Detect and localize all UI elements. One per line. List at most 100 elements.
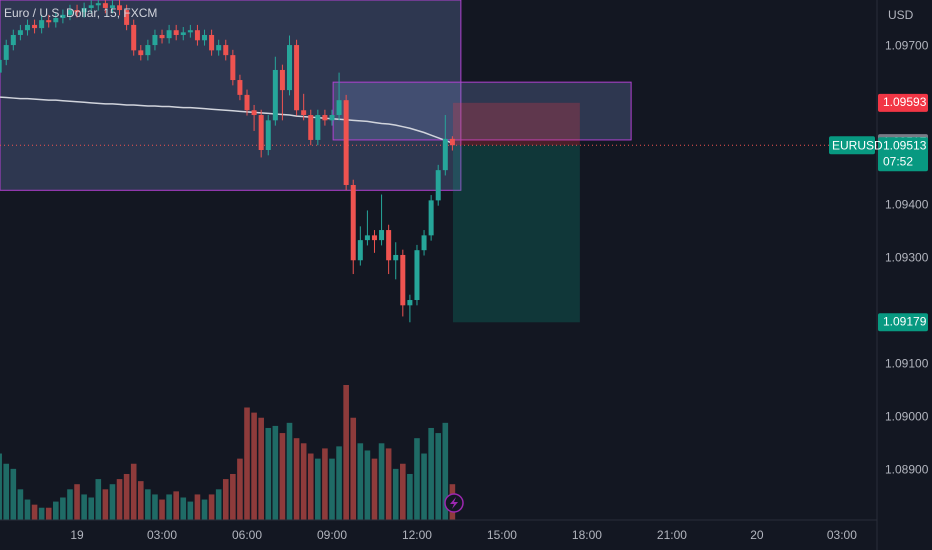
candle-body [3,45,9,60]
volume-bar [145,489,151,520]
target-label-bg [878,313,928,332]
candle-body [279,69,285,91]
candle-body [265,120,271,151]
candle-body [223,45,229,56]
target-label: 1.09179 [883,314,927,328]
y-tick-label: 1.08900 [885,462,929,476]
y-tick-label: 1.09700 [885,38,929,52]
candle-body [336,100,342,116]
candle-body [209,34,215,51]
candle-body [24,24,30,31]
candle-body [124,10,130,25]
candle-body [442,138,448,171]
volume-bar [343,385,349,520]
candle-body [0,59,2,73]
volume-bar [123,473,130,520]
candle-body [364,235,370,241]
volume-bar [265,427,272,520]
volume-bar [286,422,293,520]
volume-bar [0,453,2,520]
candle-body [166,30,172,39]
candle-body [81,7,87,13]
x-tick-label: 06:00 [232,528,262,542]
candle-body [216,45,222,51]
candle-body [39,20,45,29]
volume-bar [152,494,158,520]
volume-bar [95,479,102,520]
candle-body [407,300,413,306]
candle-body [194,30,200,41]
y-tick-label: 1.09000 [885,409,929,423]
volume-bar [357,443,364,520]
countdown: 07:52 [883,154,913,168]
y-tick-label: 1.09300 [885,250,929,264]
volume-bar [67,489,73,520]
x-tick-label: 12:00 [402,528,432,542]
stop-label-bg [878,93,928,112]
x-tick-label: 09:00 [317,528,347,542]
volume-bar [364,450,371,520]
x-tick-label: 03:00 [827,528,857,542]
candle-body [308,115,314,140]
candle-body [329,115,335,121]
candle-body [258,115,264,151]
volume-bar [251,412,257,520]
volume-bar [350,417,357,520]
volume-bar [400,463,406,520]
x-tick-label: 15:00 [487,528,517,542]
volume-bar [102,489,109,520]
volume-bar [442,422,449,520]
volume-bar [230,473,236,520]
volume-bar [208,494,215,520]
candle-body [421,235,427,251]
candle-body [131,24,137,51]
volume-bar [237,458,243,520]
volume-bar [81,494,87,520]
volume-bar [194,494,201,520]
stop-zone [452,102,580,146]
volume-bar [159,499,165,520]
drawn-rectangle [332,81,632,141]
candle-body [95,3,101,6]
volume-bar [24,499,31,520]
volume-bar [279,433,286,520]
volume-bar [130,463,137,520]
symbol-tag: EURUSD [832,138,883,152]
volume-bar [300,443,307,520]
candle-body [138,50,144,56]
volume-bar [336,446,342,520]
volume-bar [166,494,172,520]
candle-body [251,110,257,116]
volume-bar [392,468,399,520]
candle-body [301,110,307,116]
volume-bar [109,484,116,520]
volume-bar [421,453,427,520]
candle-body [17,30,23,35]
y-tick-label: 1.09100 [885,356,929,370]
candle-body [343,100,349,185]
volume-bar [435,433,442,520]
x-tick-label: 20 [750,528,764,542]
candle-body [400,254,406,306]
candle-body [244,94,250,111]
replay-icon[interactable] [444,493,464,513]
volume-bar [88,497,95,520]
candle-body [145,45,151,56]
candle-body [53,18,59,23]
volume-bar [173,491,179,520]
ma-line [0,96,453,144]
candle-body [187,30,193,33]
candle-body [230,55,236,81]
candle-body [152,34,158,46]
candle-body [117,5,123,11]
volume-bar [407,473,413,520]
volume-bar [322,448,328,520]
candle-body [350,184,356,261]
currency: USD [888,8,914,22]
volume-bar [45,507,52,520]
candle-body [74,10,80,13]
volume-bar [244,407,250,520]
y-tick-label: 1.09400 [885,197,929,211]
